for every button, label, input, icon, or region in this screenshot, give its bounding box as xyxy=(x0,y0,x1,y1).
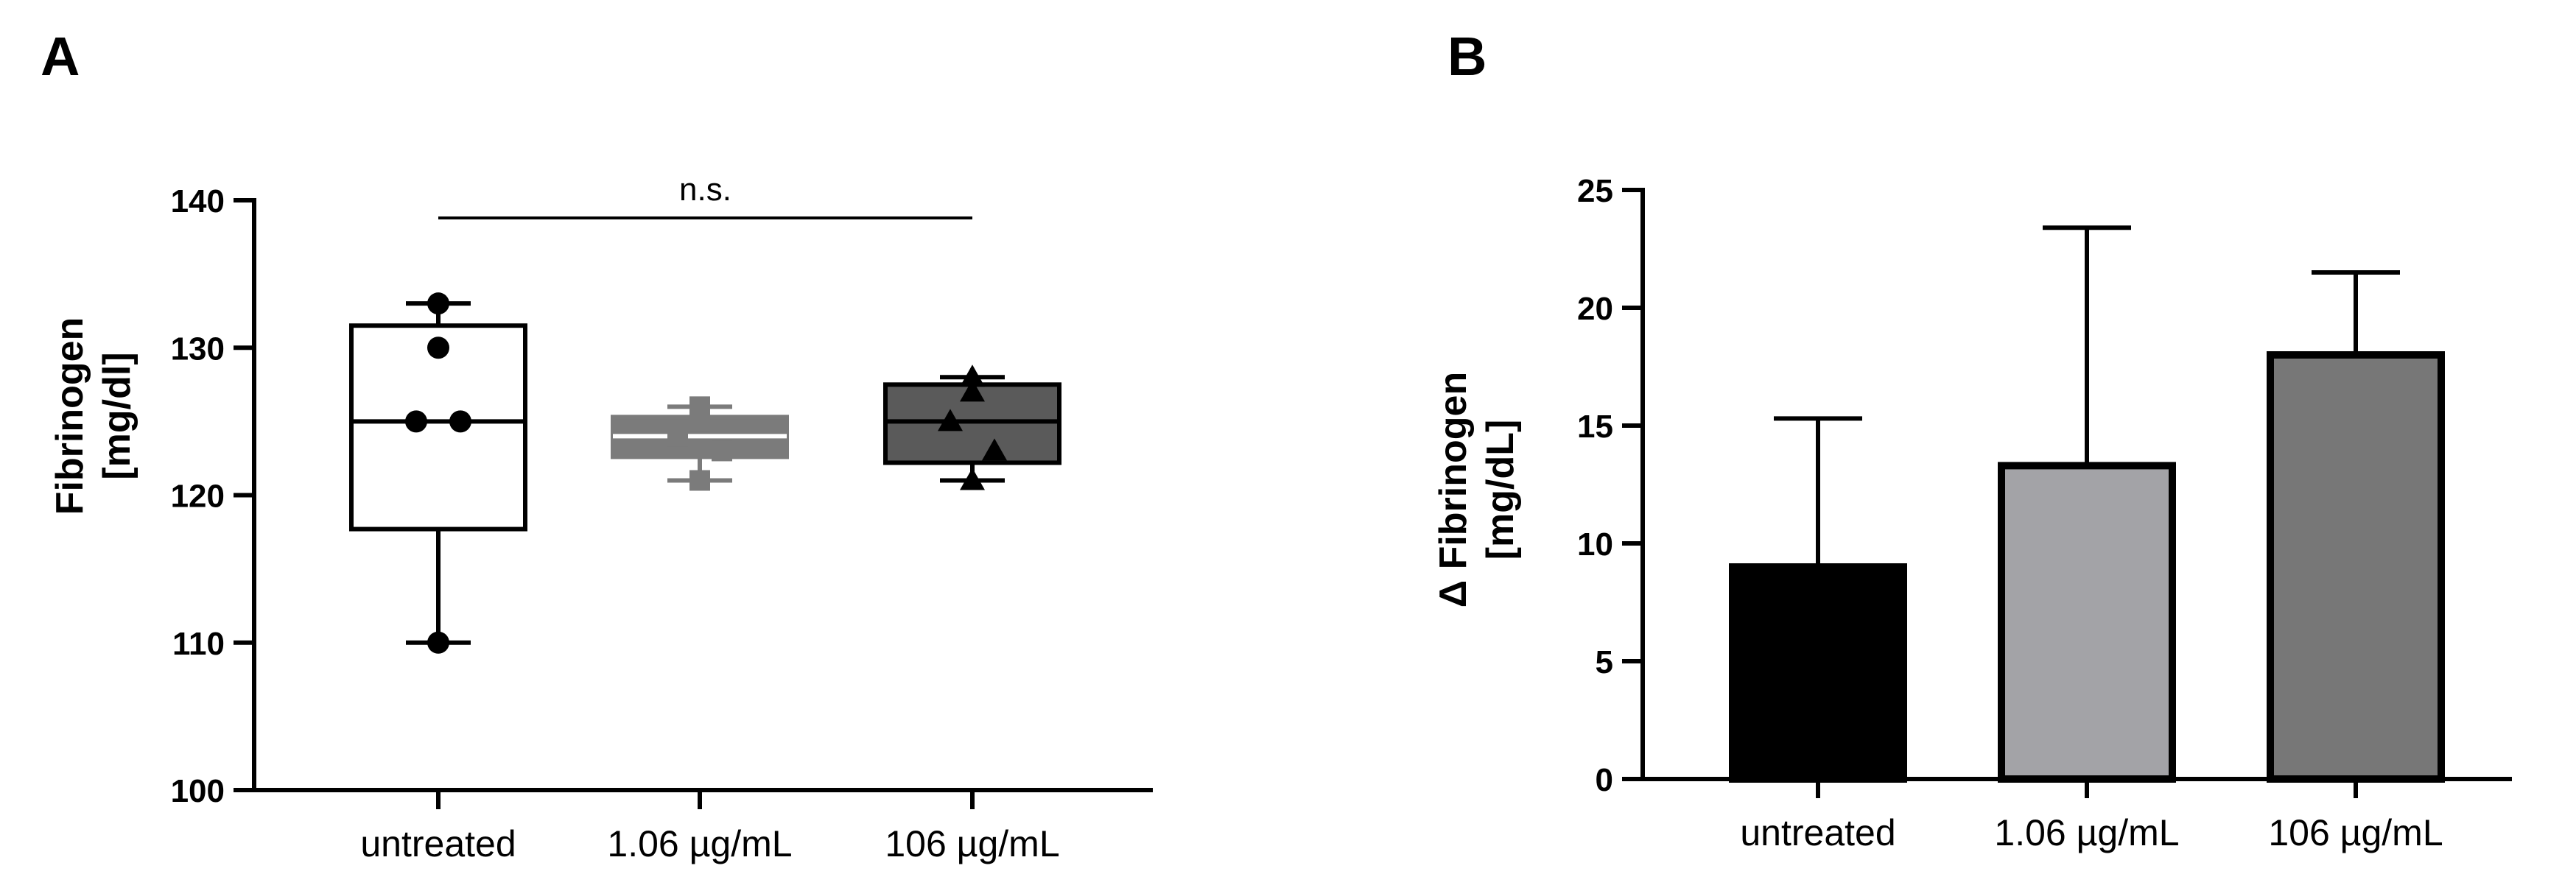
panel-b-y-tick-label: 25 xyxy=(1577,173,1613,209)
panel-a-y-tick-label: 120 xyxy=(171,479,225,515)
panel-b-y-tick-label: 15 xyxy=(1577,409,1613,445)
panel-a-y-label-line-2: [mg/dl] xyxy=(96,352,138,479)
panel-a: A 100 110 120 130 140 Fibrinogen [mg/dl] n.s… xyxy=(41,26,1153,864)
panel-a-x-tick-label: untreated xyxy=(360,823,516,864)
box-group xyxy=(349,292,527,654)
panel-a-x-axis: untreated 1.06 µg/mL 106 µg/mL xyxy=(252,788,1153,864)
data-point xyxy=(960,468,985,490)
data-point xyxy=(689,470,710,491)
panel-b-plot-area xyxy=(1729,225,2445,783)
data-point xyxy=(449,410,471,433)
bar xyxy=(1729,563,1907,783)
panel-b-y-axis: 0 5 10 15 20 25 xyxy=(1577,173,1645,798)
data-point xyxy=(667,426,688,447)
bar xyxy=(2267,351,2445,783)
panel-a-y-axis: 100 110 120 130 140 xyxy=(171,183,256,809)
data-point xyxy=(427,292,449,315)
panel-a-label: A xyxy=(41,26,80,87)
panel-b-y-tick-label: 0 xyxy=(1596,762,1613,798)
panel-b-label: B xyxy=(1447,26,1487,87)
panel-a-y-axis-label: Fibrinogen [mg/dl] xyxy=(49,317,138,515)
data-point xyxy=(427,336,449,359)
data-point xyxy=(938,409,963,431)
data-point xyxy=(960,379,985,402)
panel-b-y-label-line-2: [mg/dL] xyxy=(1479,420,1522,560)
panel-b-y-tick-label: 10 xyxy=(1577,526,1613,563)
significance-label: n.s. xyxy=(679,172,731,208)
panel-a-y-tick-label: 140 xyxy=(171,183,225,219)
panel-a-y-label-line-1: Fibrinogen xyxy=(49,317,91,515)
panel-b-y-label-line-1: Δ Fibrinogen xyxy=(1432,372,1475,607)
panel-b-y-tick-label: 20 xyxy=(1577,291,1613,327)
data-point xyxy=(405,410,427,433)
data-point xyxy=(960,364,985,387)
panel-b-x-tick-label: untreated xyxy=(1740,812,1895,853)
data-point xyxy=(712,440,732,462)
data-point xyxy=(689,411,710,432)
panel-b-x-tick-label: 106 µg/mL xyxy=(2268,812,2443,853)
box-iqr xyxy=(349,323,527,532)
panel-a-y-tick-label: 100 xyxy=(171,773,225,809)
panel-a-x-tick-label: 106 µg/mL xyxy=(885,823,1059,864)
panel-a-plot-area: n.s. xyxy=(349,172,1061,654)
panel-a-y-tick-label: 110 xyxy=(172,626,225,662)
panel-b-y-axis-label: Δ Fibrinogen [mg/dL] xyxy=(1432,372,1522,607)
panel-b-x-axis: untreated 1.06 µg/mL 106 µg/mL xyxy=(1640,777,2512,853)
panel-b-x-tick-label: 1.06 µg/mL xyxy=(1994,812,2179,853)
panel-a-x-tick-label: 1.06 µg/mL xyxy=(607,823,792,864)
panel-b: B 0 5 10 15 20 25 Δ Fibrinogen [mg/dL] untrea… xyxy=(1432,26,2512,853)
box-group xyxy=(611,396,789,491)
bar xyxy=(1998,462,2176,783)
box-group xyxy=(883,364,1061,490)
data-point xyxy=(982,438,1007,461)
panel-a-y-tick-label: 130 xyxy=(171,331,225,367)
data-point xyxy=(427,631,449,654)
panel-b-y-tick-label: 5 xyxy=(1596,644,1613,680)
